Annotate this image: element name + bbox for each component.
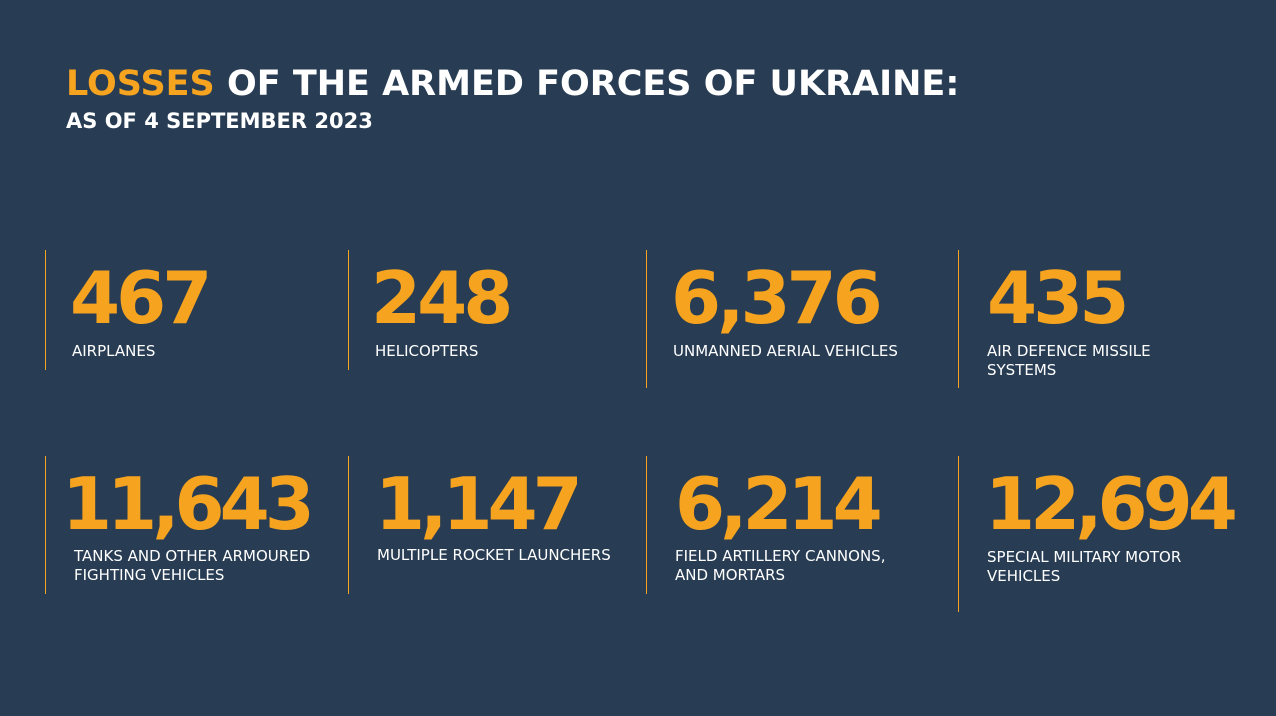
stat-value: 12,694 bbox=[985, 462, 1238, 546]
stat-tanks: 11,643 TANKS AND OTHER ARMOURED FIGHTING… bbox=[45, 456, 340, 594]
page-subtitle: AS OF 4 SEPTEMBER 2023 bbox=[66, 109, 373, 133]
stat-value: 1,147 bbox=[375, 462, 583, 546]
stat-value: 6,376 bbox=[671, 256, 883, 340]
stat-value: 248 bbox=[371, 256, 513, 340]
stat-label: SPECIAL MILITARY MOTOR VEHICLES bbox=[987, 548, 1182, 585]
stat-artillery: 6,214 FIELD ARTILLERY CANNONS, AND MORTA… bbox=[646, 456, 946, 594]
stat-label: MULTIPLE ROCKET LAUNCHERS bbox=[377, 546, 611, 564]
stat-value: 11,643 bbox=[62, 462, 315, 546]
stat-uav: 6,376 UNMANNED AERIAL VEHICLES bbox=[646, 250, 946, 388]
stat-mlrs: 1,147 MULTIPLE ROCKET LAUNCHERS bbox=[348, 456, 638, 594]
page-title-accent: LOSSES bbox=[66, 64, 215, 104]
stat-label: FIELD ARTILLERY CANNONS, AND MORTARS bbox=[675, 547, 886, 584]
stat-air-defence: 435 AIR DEFENCE MISSILE SYSTEMS bbox=[958, 250, 1258, 388]
stat-label: TANKS AND OTHER ARMOURED FIGHTING VEHICL… bbox=[74, 547, 311, 584]
stat-value: 435 bbox=[987, 256, 1129, 340]
stat-label: UNMANNED AERIAL VEHICLES bbox=[673, 342, 898, 360]
stat-label: AIR DEFENCE MISSILE SYSTEMS bbox=[987, 342, 1151, 379]
stat-helicopters: 248 HELICOPTERS bbox=[348, 250, 638, 370]
page-title-rest: OF THE ARMED FORCES OF UKRAINE: bbox=[226, 64, 960, 104]
stat-motor-vehicles: 12,694 SPECIAL MILITARY MOTOR VEHICLES bbox=[958, 456, 1268, 612]
stat-label: AIRPLANES bbox=[72, 342, 156, 360]
stat-label: HELICOPTERS bbox=[375, 342, 479, 360]
page-title: LOSSES OF THE ARMED FORCES OF UKRAINE: bbox=[66, 64, 959, 104]
stat-value: 6,214 bbox=[675, 462, 883, 546]
stat-airplanes: 467 AIRPLANES bbox=[45, 250, 335, 370]
stat-value: 467 bbox=[70, 256, 212, 340]
